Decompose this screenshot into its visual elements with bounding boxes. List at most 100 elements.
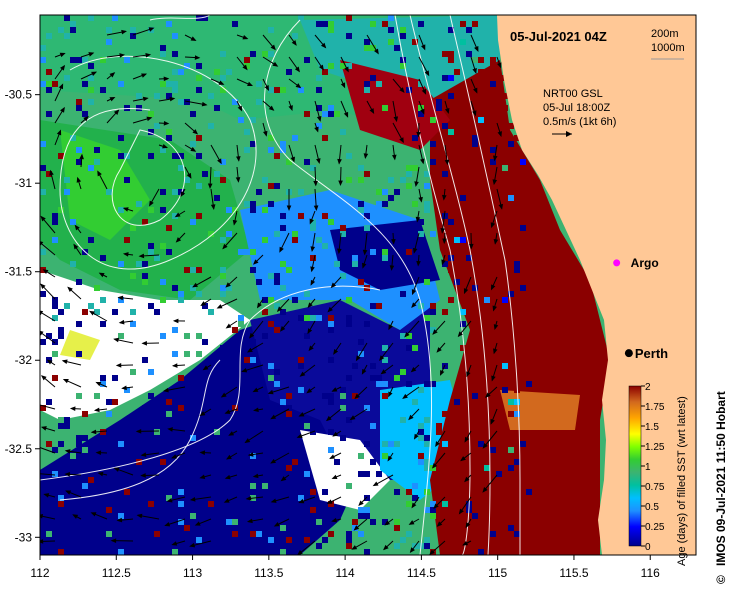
sst-pixel <box>424 183 430 189</box>
sst-pixel <box>316 87 322 93</box>
sst-pixel <box>172 33 178 39</box>
sst-pixel <box>130 531 136 537</box>
sst-pixel <box>364 405 370 411</box>
sst-pixel <box>352 261 358 267</box>
current-arrowhead <box>333 348 339 355</box>
sst-pixel <box>172 189 178 195</box>
depth-legend-1000: 1000m <box>651 42 685 54</box>
current-arrowhead <box>361 368 367 375</box>
sst-pixel <box>424 441 430 447</box>
current-arrowhead <box>391 154 397 161</box>
sst-pixel <box>76 147 82 153</box>
sst-pixel <box>364 471 370 477</box>
current-arrowhead <box>491 375 496 382</box>
sst-pixel <box>178 417 184 423</box>
sst-pixel <box>154 489 160 495</box>
sst-pixel <box>220 75 226 81</box>
sst-pixel <box>148 393 154 399</box>
sst-pixel <box>124 495 130 501</box>
sst-pixel <box>442 123 448 129</box>
sst-pixel <box>262 297 268 303</box>
sst-pixel <box>100 87 106 93</box>
sst-pixel <box>484 465 490 471</box>
current-arrowhead <box>40 426 47 431</box>
current-arrowhead <box>316 115 322 122</box>
sst-pixel <box>280 147 286 153</box>
sst-pixel <box>226 285 232 291</box>
sst-pixel <box>76 279 82 285</box>
sst-pixel <box>166 537 172 543</box>
current-arrowhead <box>34 472 38 475</box>
sst-pixel <box>382 21 388 27</box>
sst-pixel <box>154 93 160 99</box>
sst-pixel <box>478 69 484 75</box>
sst-pixel <box>160 333 166 339</box>
sst-pixel <box>52 303 58 309</box>
sst-pixel <box>232 531 238 537</box>
sst-pixel <box>112 399 118 405</box>
sst-pixel <box>388 15 394 21</box>
sst-pixel <box>292 237 298 243</box>
argo-icon <box>613 259 621 267</box>
sst-pixel <box>190 477 196 483</box>
sst-pixel <box>250 531 256 537</box>
sst-pixel <box>130 33 136 39</box>
sst-pixel <box>244 201 250 207</box>
sst-pixel <box>286 159 292 165</box>
current-arrowhead <box>121 385 127 391</box>
sst-pixel <box>214 105 220 111</box>
sst-pixel <box>340 435 346 441</box>
sst-pixel <box>316 315 322 321</box>
current-arrowhead <box>232 219 238 226</box>
sst-pixel <box>514 459 520 465</box>
sst-pixel <box>172 51 178 57</box>
sst-pixel <box>58 423 64 429</box>
sst-pixel <box>340 129 346 135</box>
sst-pixel <box>340 39 346 45</box>
sst-pixel <box>244 249 250 255</box>
current-arrowhead <box>416 131 421 138</box>
current-arrowhead <box>294 66 300 73</box>
sst-pixel <box>382 519 388 525</box>
current-arrowhead <box>349 415 356 421</box>
sst-pixel <box>178 375 184 381</box>
current-vectors <box>34 27 504 555</box>
current-arrowhead <box>40 241 44 246</box>
sst-pixel <box>406 531 412 537</box>
current-arrowhead <box>273 522 280 527</box>
sst-pixel <box>70 261 76 267</box>
sst-pixel <box>460 405 466 411</box>
sst-pixel <box>46 333 52 339</box>
sst-pixel <box>244 357 250 363</box>
sst-pixel <box>520 225 526 231</box>
sst-pixel <box>64 417 70 423</box>
sst-pixel <box>250 213 256 219</box>
current-arrowhead <box>217 158 222 165</box>
sst-pixel <box>40 45 46 51</box>
sst-pixel <box>250 117 256 123</box>
current-arrowhead <box>270 498 277 503</box>
sst-pixel <box>172 87 178 93</box>
sst-pixel <box>64 75 70 81</box>
sst-pixel <box>76 351 82 357</box>
sst-pixel <box>472 231 478 237</box>
sst-pixel <box>232 327 238 333</box>
sst-pixel <box>484 297 490 303</box>
sst-pixel <box>268 183 274 189</box>
sst-pixel <box>196 291 202 297</box>
current-arrow <box>40 404 56 410</box>
sst-pixel <box>256 525 262 531</box>
sst-pixel <box>316 21 322 27</box>
sst-pixel <box>232 399 238 405</box>
sst-pixel <box>460 321 466 327</box>
sst-pixel <box>304 291 310 297</box>
sst-pixel <box>478 477 484 483</box>
sst-pixel <box>196 135 202 141</box>
sst-pixel <box>484 351 490 357</box>
current-arrowhead <box>309 218 314 225</box>
current-arrowhead <box>40 375 47 381</box>
sst-pixel <box>508 465 514 471</box>
sst-pixel <box>100 57 106 63</box>
sst-pixel <box>508 273 514 279</box>
sst-pixel <box>148 501 154 507</box>
